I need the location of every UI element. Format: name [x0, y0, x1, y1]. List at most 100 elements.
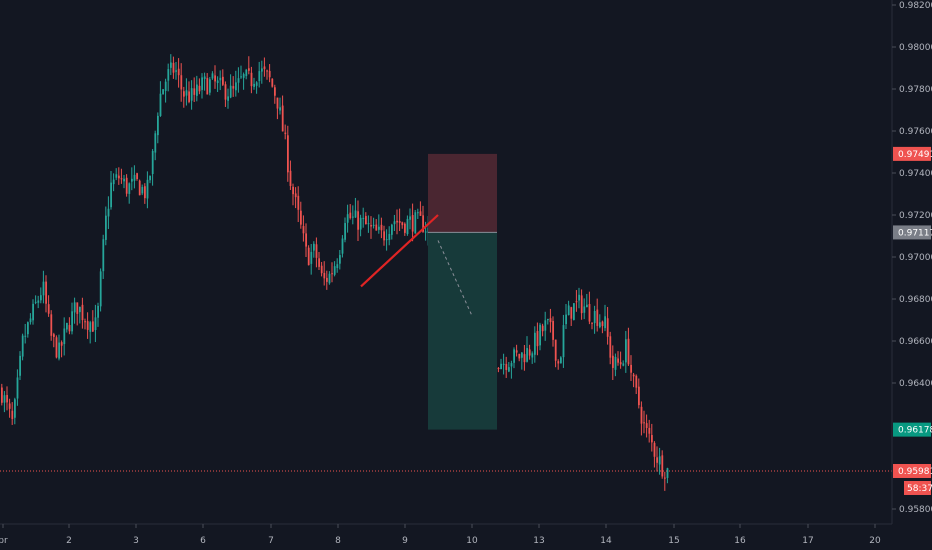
candle-body [271, 78, 274, 87]
candle-body [627, 338, 630, 365]
candle-body [318, 258, 320, 267]
candle-body [112, 179, 115, 185]
candle-body [105, 215, 107, 240]
candle-body [411, 215, 414, 232]
candle-body [27, 322, 29, 335]
candle-body [167, 69, 170, 81]
candle-body [622, 363, 625, 366]
candle-body [294, 193, 297, 198]
candle-body [320, 265, 323, 274]
time-tick-label: 10 [466, 536, 478, 546]
candle-body [183, 91, 185, 97]
candle-body [214, 75, 216, 82]
candle-body [331, 273, 333, 275]
candle-body [73, 302, 76, 313]
candle-body [570, 307, 573, 319]
candle-body [575, 301, 578, 303]
candle-body [638, 386, 640, 406]
candle-body [398, 220, 401, 223]
candle-body [310, 251, 313, 264]
candle-body [253, 83, 255, 87]
candle-body [19, 355, 21, 376]
candle-body [362, 217, 365, 220]
candle-body [586, 304, 588, 308]
candle-body [24, 335, 27, 337]
candle-body [378, 226, 380, 230]
candle-body [573, 303, 575, 320]
candle-body [237, 78, 240, 83]
candle-body [227, 96, 229, 101]
candle-body [588, 304, 591, 322]
take-profit-zone[interactable] [428, 232, 497, 430]
candle-body [562, 325, 565, 358]
time-tick-label: 7 [268, 536, 274, 546]
candle-body [219, 77, 222, 81]
candle-body [258, 71, 261, 82]
trend-line[interactable] [360, 214, 439, 288]
candle-body [185, 90, 188, 96]
candle-body [115, 174, 118, 178]
current-price-tag-label: 0.95981 [898, 467, 932, 477]
time-tick-label: 17 [802, 536, 813, 546]
candle-body [94, 317, 97, 331]
long-short-position-tool[interactable] [428, 153, 497, 430]
time-tick-label: 3 [133, 536, 139, 546]
projection-dashed-line [437, 240, 473, 317]
candle-body [188, 91, 190, 102]
candle-body [198, 85, 201, 92]
candle-body [55, 337, 58, 358]
candle-body [16, 377, 19, 399]
candle-body [29, 318, 32, 323]
candle-body [515, 350, 518, 353]
candle-body [154, 133, 157, 153]
candle-body [3, 395, 6, 403]
candle-body [190, 88, 193, 101]
candle-body [287, 135, 289, 173]
time-tick-label: 14 [600, 536, 612, 546]
entry-price-tag [893, 225, 931, 240]
candle-body [297, 195, 300, 210]
candle-body [346, 214, 349, 223]
candle-body [222, 76, 224, 85]
candle-body [274, 87, 276, 96]
candle-body [107, 208, 110, 217]
time-tick-label: 9 [402, 536, 408, 546]
candle-body [68, 325, 71, 332]
candle-body [401, 222, 404, 226]
candle-body [133, 174, 136, 181]
candle-body [580, 295, 583, 314]
candle-body [385, 239, 388, 241]
candle-body [209, 79, 211, 93]
candle-body [242, 74, 245, 78]
candle-body [640, 406, 643, 424]
candle-body [664, 477, 666, 479]
candle-body [328, 273, 331, 284]
candle-body [229, 85, 232, 98]
candle-body [110, 182, 112, 208]
candle-body [302, 226, 305, 234]
candle-body [422, 215, 424, 232]
candle-body [144, 186, 146, 199]
candle-body [37, 300, 40, 303]
candle-body [245, 69, 248, 76]
drawing-lines[interactable] [0, 214, 892, 472]
candle-body [357, 211, 359, 230]
candle-body [89, 322, 92, 332]
candle-body [424, 231, 427, 233]
stop-loss-zone[interactable] [428, 153, 497, 233]
candle-body [552, 320, 554, 340]
time-tick-label: 2 [66, 536, 72, 546]
stop-price-tag-label: 0.97491 [898, 150, 932, 160]
candle-body [396, 220, 398, 223]
candle-body [300, 210, 302, 225]
candle-body [547, 318, 549, 321]
candle-body [339, 255, 341, 264]
candle-body [601, 321, 604, 327]
candle-body [661, 455, 664, 477]
time-axis[interactable]: pr 2 3 6 7 8 9 10 13 14 15 16 17 20 [0, 524, 881, 546]
